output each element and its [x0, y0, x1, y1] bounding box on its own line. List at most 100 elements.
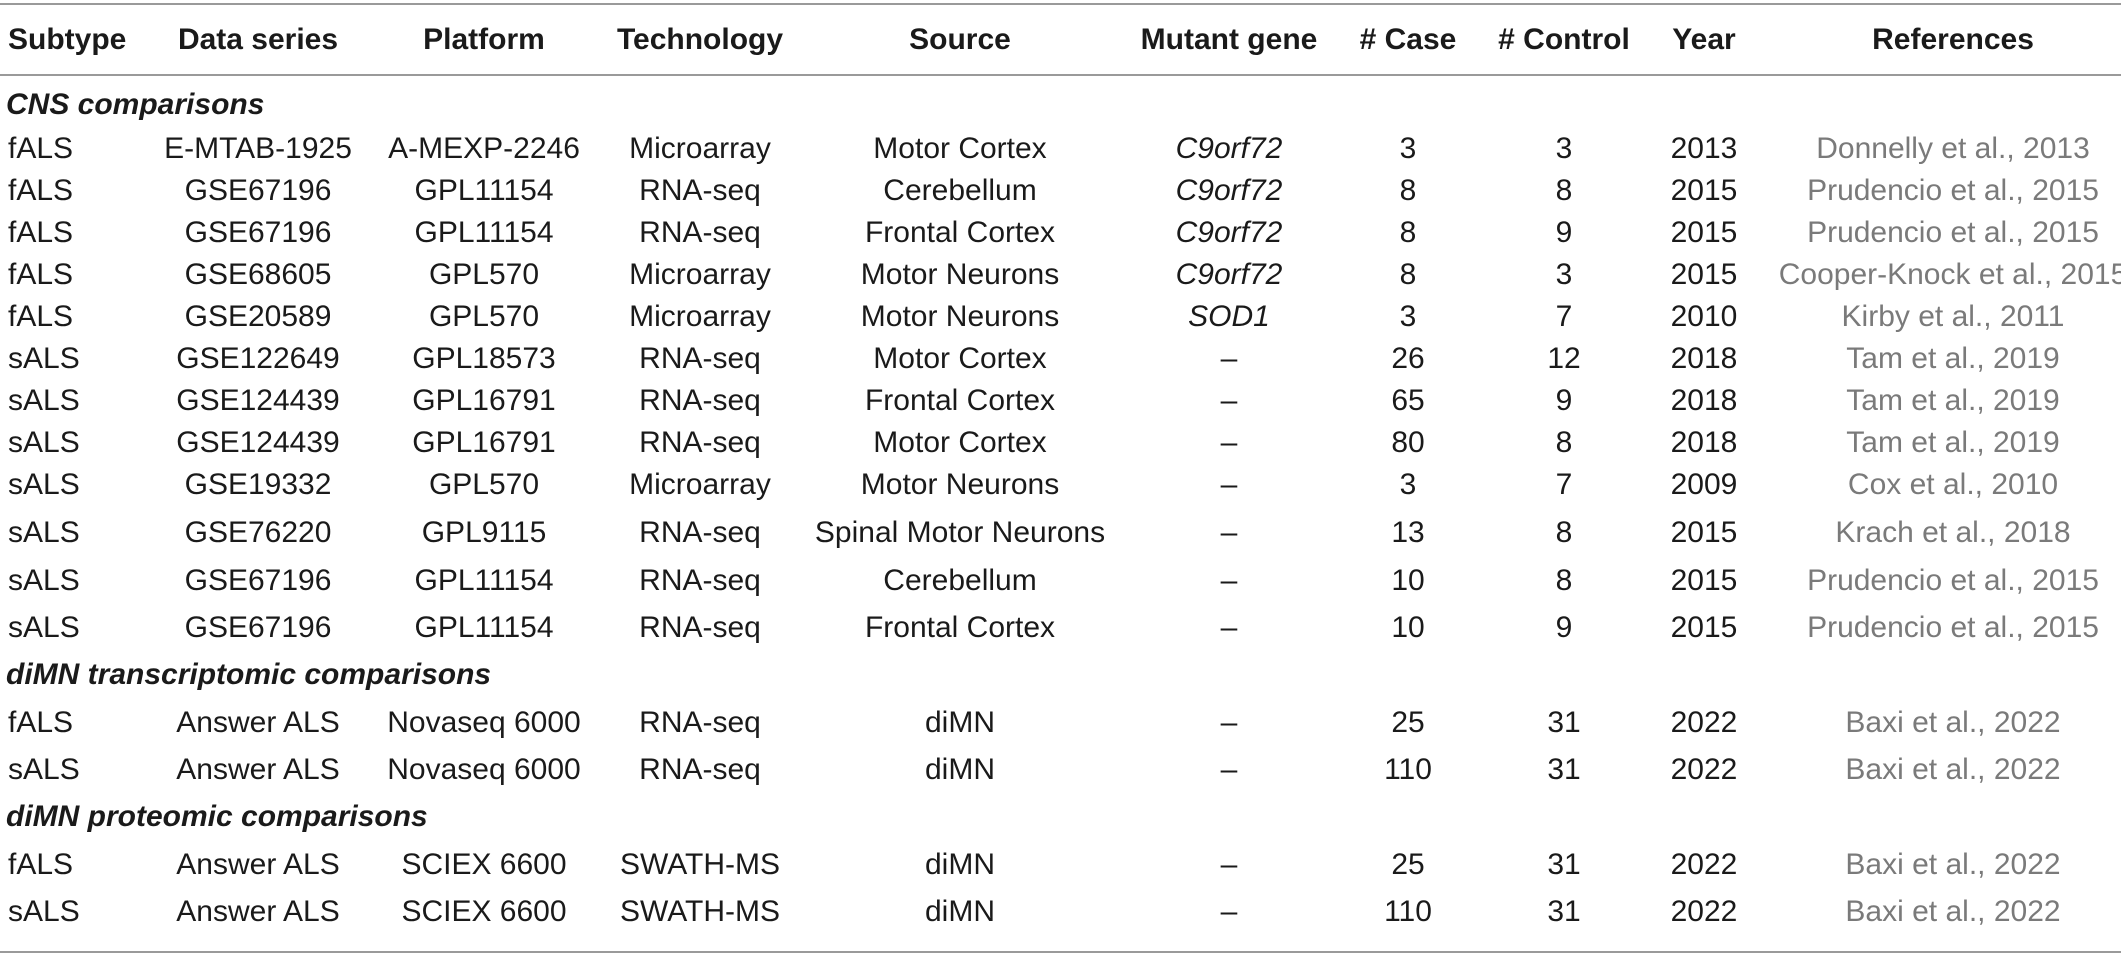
cell-case-count: 65 — [1391, 384, 1425, 417]
cell-reference: Baxi et al., 2022 — [1845, 848, 2061, 881]
section-cns-comparisons: CNS comparisons — [6, 88, 265, 121]
header-source: Source — [909, 23, 1011, 56]
cell-reference: Prudencio et al., 2015 — [1807, 564, 2099, 597]
cell-case-count: 3 — [1399, 468, 1417, 501]
cell-mutant-gene: – — [1220, 342, 1238, 375]
cell-control-count: 3 — [1555, 132, 1573, 165]
cell-reference: Kirby et al., 2011 — [1841, 300, 2065, 333]
cell-year: 2022 — [1670, 753, 1738, 786]
cell-year: 2015 — [1670, 258, 1738, 291]
cell-source: Motor Neurons — [860, 300, 1060, 333]
cell-control-count: 8 — [1555, 564, 1573, 597]
cell-control-count: 31 — [1547, 753, 1581, 786]
cell-mutant-gene: C9orf72 — [1175, 174, 1283, 207]
cell-case-count: 10 — [1391, 564, 1425, 597]
cell-control-count: 12 — [1547, 342, 1581, 375]
cell-control-count: 7 — [1555, 300, 1573, 333]
cell-subtype: sALS — [8, 426, 80, 459]
cell-technology: RNA-seq — [639, 753, 761, 786]
cell-year: 2018 — [1670, 342, 1738, 375]
cell-source: Motor Cortex — [873, 342, 1047, 375]
table-top-rule — [0, 3, 2121, 5]
cell-subtype: fALS — [8, 258, 74, 291]
cell-subtype: fALS — [8, 216, 74, 249]
cell-data-series: GSE124439 — [176, 426, 340, 459]
cell-source: Motor Cortex — [873, 132, 1047, 165]
cell-year: 2013 — [1670, 132, 1738, 165]
cell-technology: SWATH-MS — [620, 895, 780, 928]
cell-subtype: sALS — [8, 342, 80, 375]
cell-case-count: 25 — [1391, 706, 1425, 739]
cell-reference: Tam et al., 2019 — [1846, 384, 2060, 417]
cell-reference: Baxi et al., 2022 — [1845, 706, 2061, 739]
cell-subtype: fALS — [8, 706, 74, 739]
cell-technology: Microarray — [629, 132, 771, 165]
cell-technology: RNA-seq — [639, 611, 761, 644]
cell-year: 2022 — [1670, 895, 1738, 928]
cell-case-count: 25 — [1391, 848, 1425, 881]
cell-reference: Cooper-Knock et al., 2015 — [1778, 258, 2121, 291]
cell-year: 2022 — [1670, 706, 1738, 739]
header-data-series: Data series — [177, 23, 339, 56]
cell-data-series: GSE67196 — [184, 174, 332, 207]
cell-platform: GPL11154 — [414, 174, 554, 207]
header-year: Year — [1672, 23, 1736, 56]
cell-platform: GPL11154 — [414, 564, 554, 597]
cell-data-series: GSE67196 — [184, 564, 332, 597]
cell-mutant-gene: – — [1220, 611, 1238, 644]
cell-technology: Microarray — [629, 300, 771, 333]
cell-source: Frontal Cortex — [864, 611, 1056, 644]
cell-technology: RNA-seq — [639, 384, 761, 417]
header-references: References — [1872, 23, 2034, 56]
cell-mutant-gene: – — [1220, 753, 1238, 786]
cell-reference: Prudencio et al., 2015 — [1807, 174, 2099, 207]
cell-case-count: 13 — [1391, 516, 1425, 549]
cell-mutant-gene: C9orf72 — [1175, 216, 1283, 249]
cell-technology: RNA-seq — [639, 426, 761, 459]
header-platform: Platform — [423, 23, 545, 56]
cell-technology: RNA-seq — [639, 342, 761, 375]
cell-source: Motor Neurons — [860, 468, 1060, 501]
cell-data-series: GSE19332 — [184, 468, 332, 501]
cell-subtype: fALS — [8, 300, 74, 333]
cell-mutant-gene: – — [1220, 895, 1238, 928]
cell-subtype: sALS — [8, 895, 80, 928]
section-dimn-proteomic: diMN proteomic comparisons — [6, 800, 428, 833]
cell-year: 2015 — [1670, 216, 1738, 249]
cell-reference: Tam et al., 2019 — [1846, 426, 2060, 459]
cell-data-series: GSE124439 — [176, 384, 340, 417]
cell-data-series: GSE68605 — [184, 258, 332, 291]
cell-year: 2009 — [1670, 468, 1738, 501]
cell-subtype: sALS — [8, 753, 80, 786]
cell-platform: GPL11154 — [414, 216, 554, 249]
cell-data-series: Answer ALS — [176, 848, 340, 881]
cell-reference: Baxi et al., 2022 — [1845, 895, 2061, 928]
cell-platform: GPL16791 — [412, 384, 556, 417]
cell-data-series: GSE67196 — [184, 611, 332, 644]
cell-year: 2015 — [1670, 611, 1738, 644]
header-control: # Control — [1498, 23, 1630, 56]
cell-source: diMN — [924, 706, 996, 739]
cell-reference: Prudencio et al., 2015 — [1807, 611, 2099, 644]
cell-control-count: 31 — [1547, 848, 1581, 881]
cell-case-count: 110 — [1384, 895, 1432, 928]
section-dimn-transcriptomic: diMN transcriptomic comparisons — [6, 658, 492, 691]
cell-mutant-gene: – — [1220, 426, 1238, 459]
cell-subtype: sALS — [8, 564, 80, 597]
cell-data-series: GSE20589 — [184, 300, 332, 333]
cell-reference: Krach et al., 2018 — [1835, 516, 2071, 549]
cell-mutant-gene: SOD1 — [1188, 300, 1270, 333]
cell-mutant-gene: – — [1220, 848, 1238, 881]
cell-data-series: E-MTAB-1925 — [164, 132, 352, 165]
cell-mutant-gene: C9orf72 — [1175, 258, 1283, 291]
cell-year: 2018 — [1670, 426, 1738, 459]
cell-data-series: GSE122649 — [176, 342, 340, 375]
cell-year: 2015 — [1670, 174, 1738, 207]
cell-control-count: 31 — [1547, 706, 1581, 739]
header-subtype: Subtype — [8, 23, 127, 56]
cell-technology: RNA-seq — [639, 216, 761, 249]
cell-mutant-gene: – — [1220, 706, 1238, 739]
cell-platform: GPL9115 — [421, 516, 547, 549]
cell-source: Cerebellum — [883, 564, 1037, 597]
cell-control-count: 3 — [1555, 258, 1573, 291]
